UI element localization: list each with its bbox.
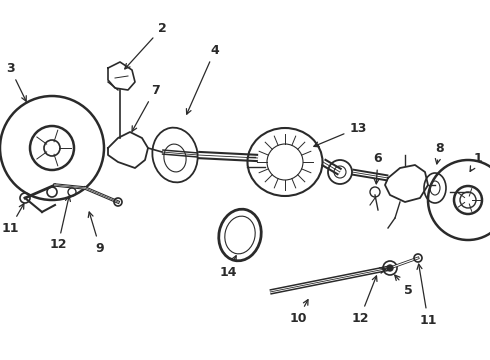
Text: 3: 3 xyxy=(6,62,26,101)
Text: 14: 14 xyxy=(219,256,237,279)
Circle shape xyxy=(387,265,393,271)
Text: 1: 1 xyxy=(470,152,482,171)
Text: 9: 9 xyxy=(88,212,104,255)
Text: 5: 5 xyxy=(395,275,413,297)
Text: 2: 2 xyxy=(125,22,167,69)
Text: 8: 8 xyxy=(435,141,444,164)
Text: 11: 11 xyxy=(1,204,24,234)
Text: 12: 12 xyxy=(49,196,71,252)
Text: 6: 6 xyxy=(374,152,382,184)
Text: 10: 10 xyxy=(289,300,308,324)
Text: 7: 7 xyxy=(132,84,159,131)
Text: 12: 12 xyxy=(351,276,377,324)
Text: 4: 4 xyxy=(186,44,220,114)
Text: 13: 13 xyxy=(314,122,367,147)
Text: 11: 11 xyxy=(417,264,437,327)
